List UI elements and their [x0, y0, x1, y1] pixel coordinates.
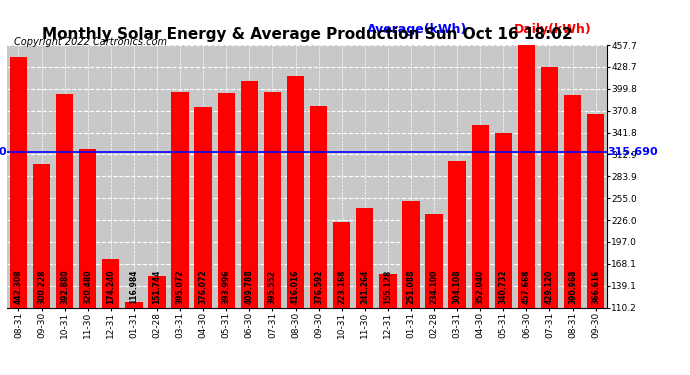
- Bar: [495, 134, 512, 375]
- Bar: [541, 67, 558, 375]
- Text: 320.480: 320.480: [83, 269, 92, 304]
- Bar: [102, 259, 119, 375]
- Bar: [402, 201, 420, 375]
- Text: 315.690: 315.690: [607, 147, 658, 157]
- Bar: [217, 93, 235, 375]
- Text: 429.120: 429.120: [545, 269, 554, 304]
- Text: 366.616: 366.616: [591, 269, 600, 304]
- Bar: [241, 81, 258, 375]
- Text: 442.308: 442.308: [14, 269, 23, 304]
- Text: 300.228: 300.228: [37, 269, 46, 304]
- Bar: [425, 214, 443, 375]
- Text: 315.690: 315.690: [0, 147, 7, 157]
- Title: Monthly Solar Energy & Average Production Sun Oct 16 18:02: Monthly Solar Energy & Average Productio…: [41, 27, 573, 42]
- Bar: [448, 161, 466, 375]
- Bar: [587, 114, 604, 375]
- Bar: [380, 273, 397, 375]
- Text: 151.744: 151.744: [152, 269, 161, 304]
- Text: 392.880: 392.880: [60, 269, 69, 304]
- Bar: [10, 57, 27, 375]
- Bar: [287, 76, 304, 375]
- Bar: [264, 92, 281, 375]
- Bar: [518, 45, 535, 375]
- Text: 340.732: 340.732: [499, 269, 508, 304]
- Text: 376.592: 376.592: [314, 269, 323, 304]
- Text: 352.040: 352.040: [475, 270, 484, 304]
- Text: 457.668: 457.668: [522, 269, 531, 304]
- Bar: [148, 276, 166, 375]
- Text: Daily(kWh): Daily(kWh): [514, 23, 592, 36]
- Text: 251.088: 251.088: [406, 269, 415, 304]
- Bar: [471, 125, 489, 375]
- Text: 395.552: 395.552: [268, 270, 277, 304]
- Text: 116.984: 116.984: [130, 269, 139, 304]
- Bar: [56, 94, 73, 375]
- Bar: [333, 222, 351, 375]
- Bar: [195, 106, 212, 375]
- Bar: [33, 164, 50, 375]
- Text: 155.128: 155.128: [384, 270, 393, 304]
- Bar: [564, 95, 581, 375]
- Text: 223.168: 223.168: [337, 269, 346, 304]
- Text: 376.072: 376.072: [199, 269, 208, 304]
- Text: Copyright 2022 Cartronics.com: Copyright 2022 Cartronics.com: [14, 37, 167, 47]
- Bar: [125, 302, 143, 375]
- Text: 393.996: 393.996: [221, 269, 230, 304]
- Text: 241.264: 241.264: [360, 269, 369, 304]
- Text: 234.100: 234.100: [430, 269, 439, 304]
- Text: 304.108: 304.108: [453, 269, 462, 304]
- Text: 390.968: 390.968: [568, 269, 577, 304]
- Bar: [356, 209, 373, 375]
- Text: Average(kWh): Average(kWh): [367, 23, 467, 36]
- Text: 395.072: 395.072: [175, 269, 184, 304]
- Bar: [171, 92, 189, 375]
- Text: 174.240: 174.240: [106, 269, 115, 304]
- Text: 416.016: 416.016: [291, 269, 300, 304]
- Bar: [310, 106, 327, 375]
- Text: 409.788: 409.788: [245, 269, 254, 304]
- Bar: [79, 148, 97, 375]
